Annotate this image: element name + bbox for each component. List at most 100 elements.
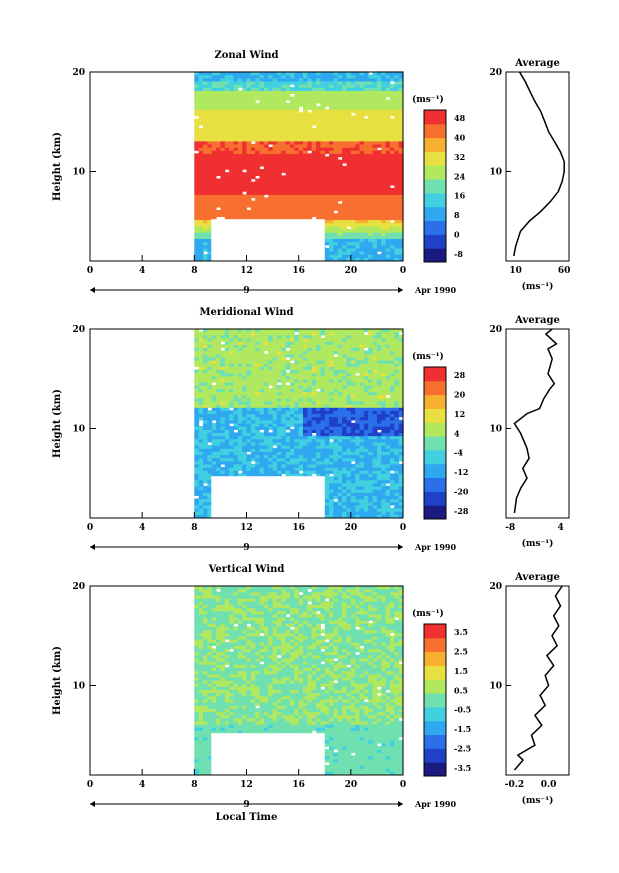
heat-cell <box>337 441 343 446</box>
heat-cell <box>259 375 265 380</box>
heat-cell <box>307 350 313 355</box>
heat-cell <box>268 438 274 443</box>
heat-cell <box>229 410 234 415</box>
heat-cell <box>298 197 304 202</box>
heat-cell <box>359 77 365 82</box>
heat-cell <box>268 391 274 396</box>
heat-cell <box>263 413 269 418</box>
heat-cell <box>320 344 326 348</box>
heat-cell <box>272 451 278 456</box>
heat-cell <box>216 359 221 364</box>
heat-cell <box>329 159 334 164</box>
heat-cell <box>346 134 352 139</box>
heat-cell <box>259 385 265 389</box>
heat-cell <box>194 441 200 446</box>
heat-cell <box>246 460 252 465</box>
heat-cell <box>229 381 234 386</box>
heat-cell <box>198 112 204 117</box>
heat-cell <box>290 407 295 411</box>
heat-cell <box>281 147 287 151</box>
heat-cell <box>203 109 208 113</box>
heat-cell <box>276 181 282 186</box>
heat-cell <box>203 71 208 76</box>
heat-cell <box>333 191 339 195</box>
heat-cell <box>355 118 361 123</box>
heat-cell <box>194 394 200 399</box>
heat-cell <box>233 96 239 101</box>
heat-cell <box>259 397 265 402</box>
heat-cell <box>233 422 239 427</box>
heat-cell <box>281 413 287 418</box>
heat-cell <box>363 102 369 107</box>
heat-cell <box>285 118 291 123</box>
heat-cell <box>255 216 261 221</box>
heat-cell <box>203 441 208 446</box>
heat-cell <box>350 194 356 199</box>
heat-cell <box>290 432 295 437</box>
heat-cell <box>307 162 313 167</box>
heat-cell <box>198 102 204 107</box>
heat-cell <box>355 115 361 120</box>
heat-cell <box>298 454 304 459</box>
heat-cell <box>350 96 356 101</box>
heat-cell <box>290 134 295 139</box>
heat-cell <box>263 444 269 449</box>
heat-cell <box>211 128 217 132</box>
heat-cell <box>394 228 400 233</box>
heat-cell <box>346 150 352 154</box>
heat-cell <box>259 432 265 437</box>
heat-cell <box>194 143 200 148</box>
heat-cell <box>311 419 317 424</box>
heat-cell <box>316 328 321 333</box>
heat-cell <box>255 391 261 396</box>
heat-cell <box>359 124 365 129</box>
heat-cell <box>216 363 221 367</box>
heat-cell <box>220 102 226 107</box>
heat-cell <box>250 137 256 142</box>
heat-cell <box>276 463 282 468</box>
heat-cell <box>259 197 265 202</box>
heat-cell <box>220 391 226 396</box>
heat-cell <box>390 222 395 227</box>
heat-cell <box>324 495 330 500</box>
heat-cell <box>220 93 226 98</box>
heat-cell <box>229 165 234 170</box>
heat-cell <box>246 134 252 139</box>
heat-cell <box>363 131 369 136</box>
heat-cell <box>194 184 200 189</box>
heat-cell <box>220 131 226 136</box>
heat-cell <box>281 432 287 437</box>
heat-cell <box>355 159 361 164</box>
heat-cell <box>211 460 217 465</box>
heat-cell <box>211 344 217 348</box>
heat-cell <box>272 134 278 139</box>
heat-cell <box>242 394 248 399</box>
heat-cell <box>350 90 356 95</box>
heat-cell <box>311 197 317 202</box>
heat-cell <box>211 435 217 440</box>
heat-cell <box>316 169 321 173</box>
heat-cell <box>203 115 208 120</box>
heat-cell <box>398 93 404 98</box>
heat-cell <box>355 109 361 113</box>
heat-cell <box>337 87 343 91</box>
heat-cell <box>303 470 308 474</box>
heat-cell <box>329 410 334 415</box>
heat-cell <box>290 112 295 117</box>
heat-cell <box>242 118 248 123</box>
heat-cell <box>311 74 317 79</box>
heat-cell <box>316 375 321 380</box>
heat-cell <box>194 232 200 236</box>
heat-cell <box>368 118 374 123</box>
heat-cell <box>294 410 300 415</box>
heat-cell <box>272 426 278 430</box>
heat-cell <box>237 178 243 183</box>
heat-cell <box>342 331 347 336</box>
heat-cell <box>259 118 265 123</box>
heat-cell <box>337 140 343 145</box>
heat-cell <box>198 74 204 79</box>
heat-cell <box>207 115 213 120</box>
heat-cell <box>307 375 313 380</box>
heat-cell <box>216 87 221 91</box>
heat-cell <box>281 178 287 183</box>
